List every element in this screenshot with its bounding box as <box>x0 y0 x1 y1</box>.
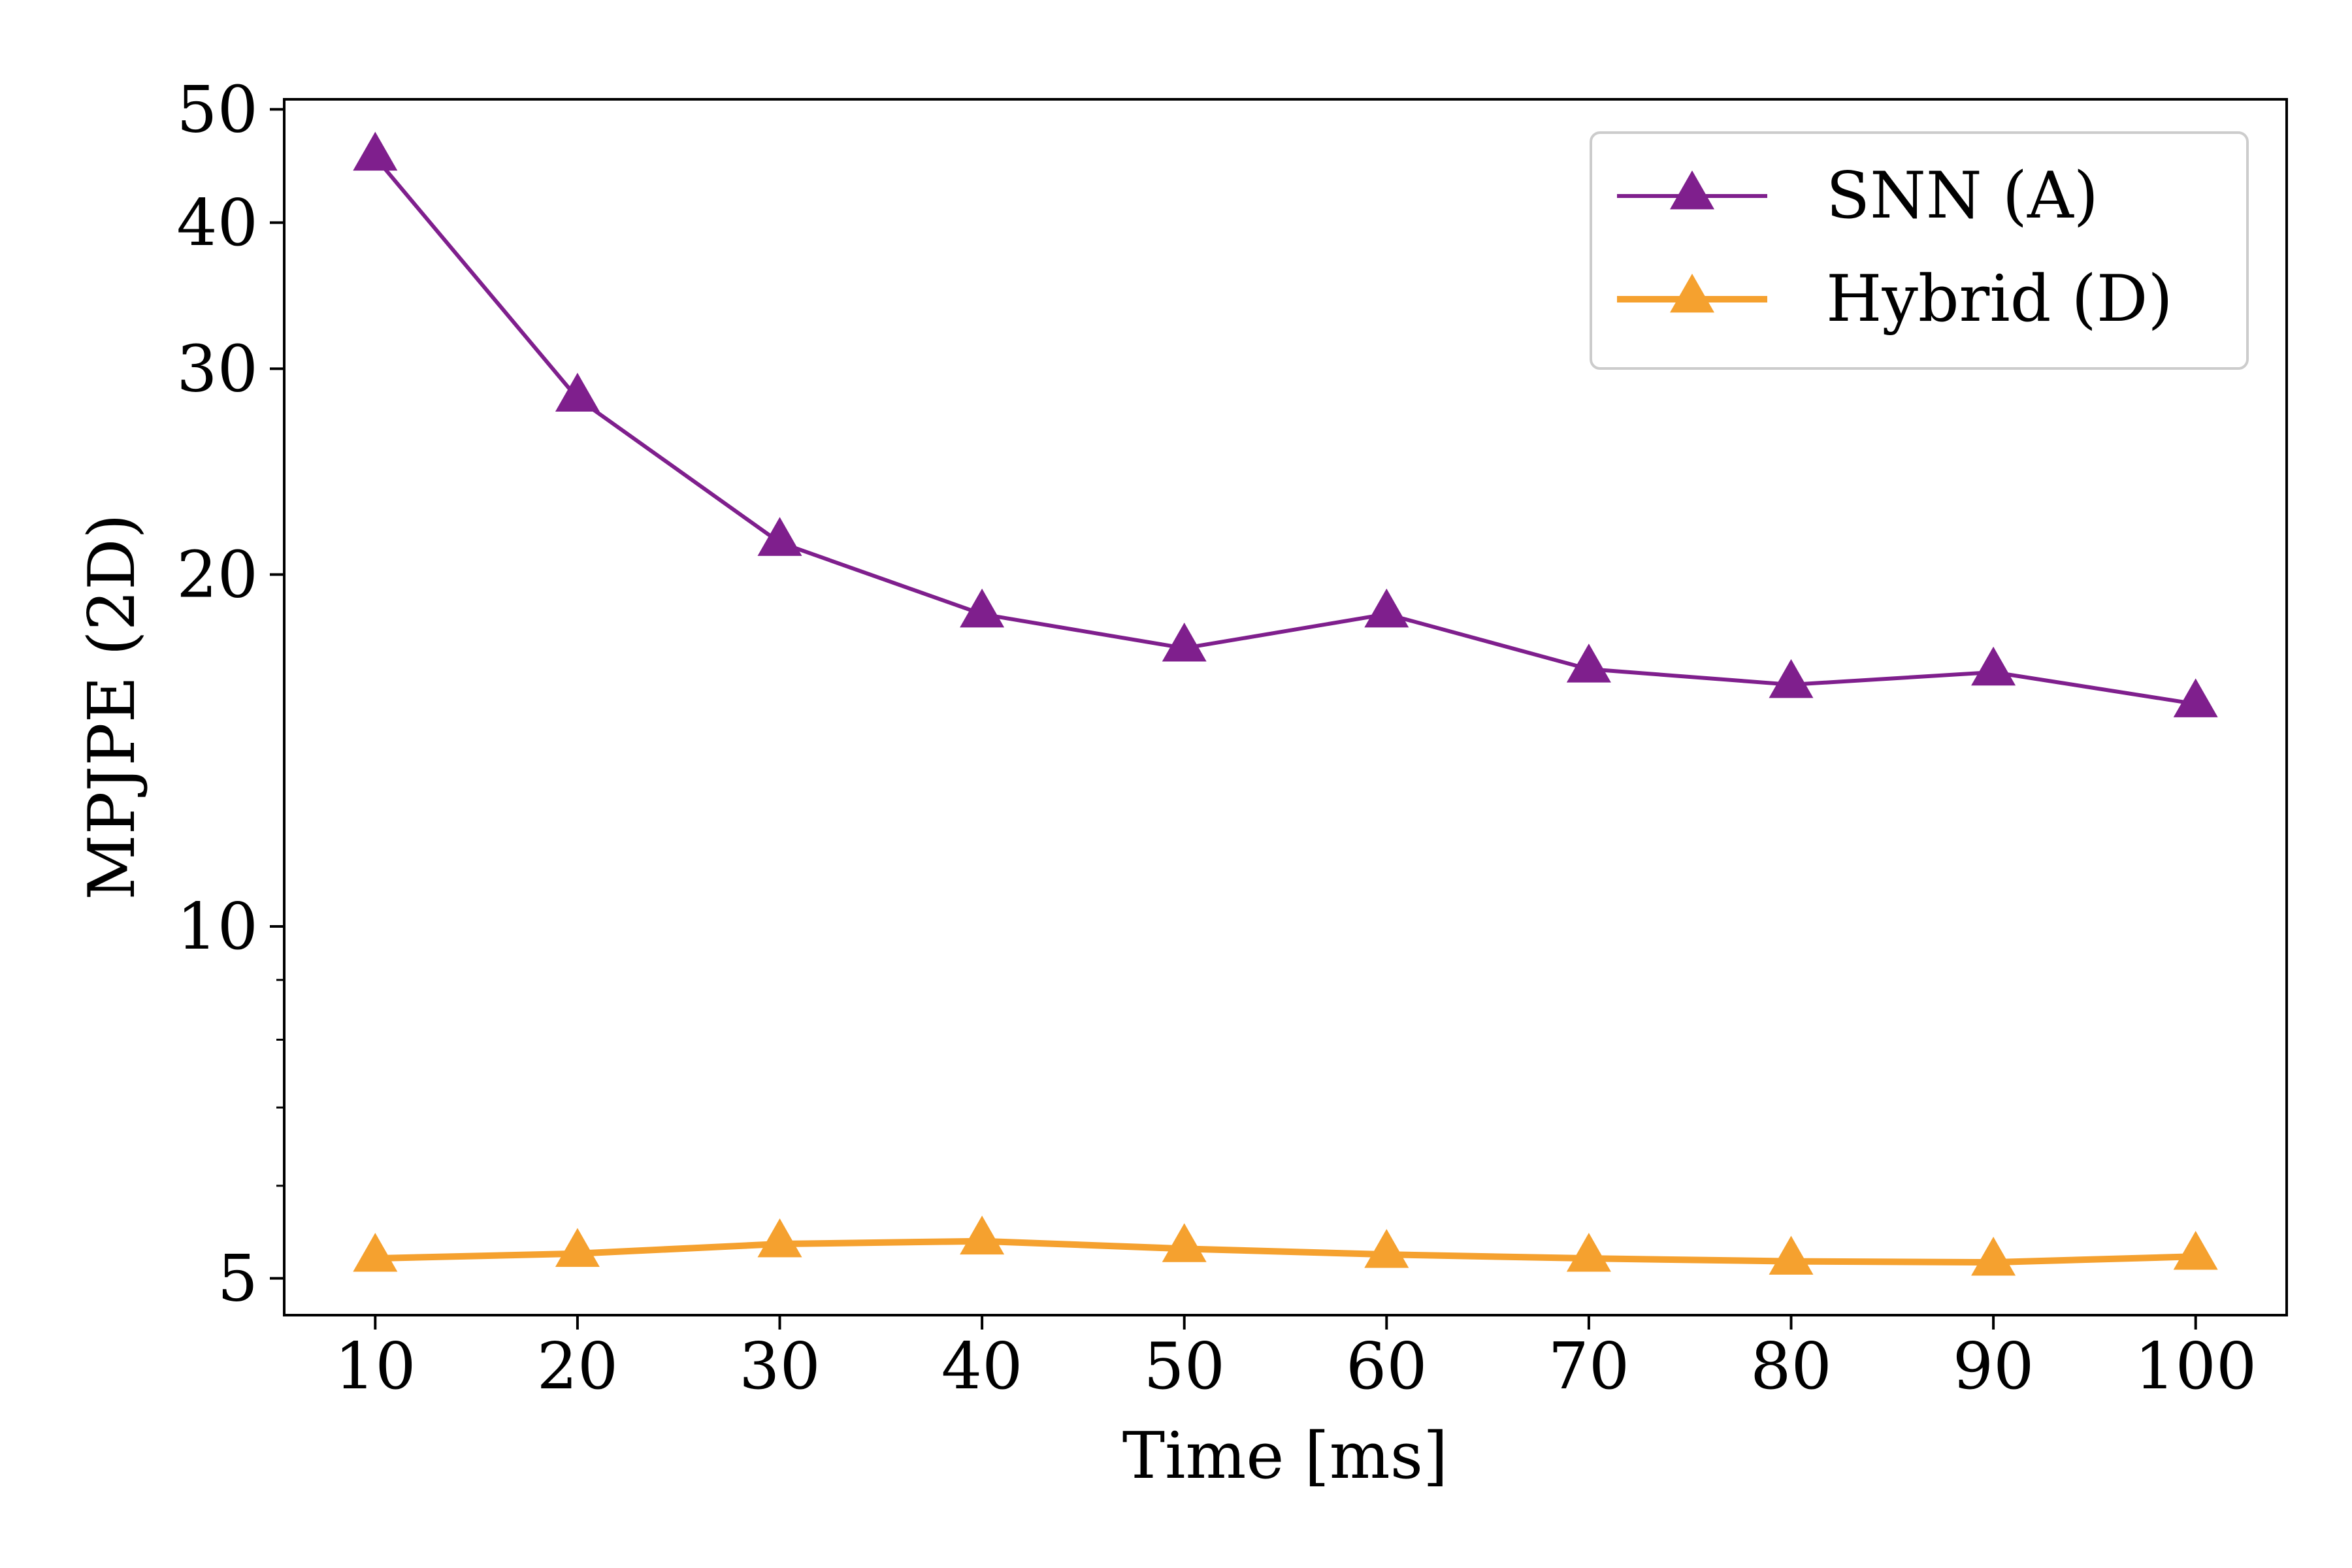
legend: SNN (A) Hybrid (D) <box>1590 131 2249 370</box>
y-axis-title: MPJPE (2D) <box>75 514 150 900</box>
legend-label: SNN (A) <box>1826 159 2099 233</box>
y-tick-label: 50 <box>176 73 258 147</box>
series-1 <box>353 131 2218 717</box>
data-point <box>1162 622 1207 662</box>
x-tick-label: 40 <box>941 1330 1023 1404</box>
data-point <box>2173 678 2218 717</box>
legend-entries: SNN (A) Hybrid (D) <box>1617 159 2173 336</box>
x-tick-label: 70 <box>1548 1330 1630 1404</box>
data-point <box>1566 1233 1611 1272</box>
data-point <box>960 588 1005 628</box>
x-axis: 10 20 30 40 50 60 70 80 90 100 <box>335 1315 2257 1404</box>
legend-marker <box>1670 170 1714 210</box>
legend-marker <box>1670 273 1714 313</box>
data-point <box>353 1233 398 1272</box>
data-point <box>1364 1229 1409 1268</box>
y-tick-label: 10 <box>176 890 258 964</box>
x-tick-label: 100 <box>2134 1330 2257 1404</box>
legend-box <box>1590 131 2249 370</box>
x-tick-label: 10 <box>335 1330 416 1404</box>
y-tick-label: 40 <box>176 186 258 261</box>
x-tick-label: 80 <box>1750 1330 1832 1404</box>
data-point <box>757 1218 802 1258</box>
series-line <box>374 155 2197 706</box>
data-point <box>555 372 600 412</box>
x-tick-label: 50 <box>1143 1330 1225 1404</box>
plot-area-frame <box>283 98 2288 1316</box>
series-line <box>375 1237 2196 1266</box>
data-point <box>1971 646 2016 686</box>
data-point <box>1769 1235 1814 1275</box>
x-axis-title: Time [ms] <box>1122 1419 1448 1494</box>
y-tick-label: 5 <box>218 1242 258 1316</box>
data-point <box>1566 644 1611 683</box>
x-tick-label: 20 <box>537 1330 619 1404</box>
y-axis: 5 10 20 30 40 50 <box>176 73 284 1316</box>
legend-label: Hybrid (D) <box>1826 262 2173 336</box>
series-layer <box>353 131 2218 1276</box>
data-point <box>1162 1223 1207 1262</box>
data-point <box>2173 1231 2218 1270</box>
x-tick-label: 30 <box>739 1330 821 1404</box>
data-point <box>555 1228 600 1267</box>
y-tick-label: 20 <box>176 538 258 612</box>
data-point <box>1769 659 1814 698</box>
y-tick-label: 30 <box>176 332 258 406</box>
data-point <box>757 517 802 556</box>
x-tick-label: 90 <box>1953 1330 2034 1404</box>
data-point <box>1971 1237 2016 1276</box>
data-point <box>960 1215 1005 1255</box>
series-2 <box>353 1215 2218 1276</box>
x-tick-label: 60 <box>1346 1330 1428 1404</box>
data-point <box>1364 588 1409 628</box>
data-point <box>353 131 398 171</box>
